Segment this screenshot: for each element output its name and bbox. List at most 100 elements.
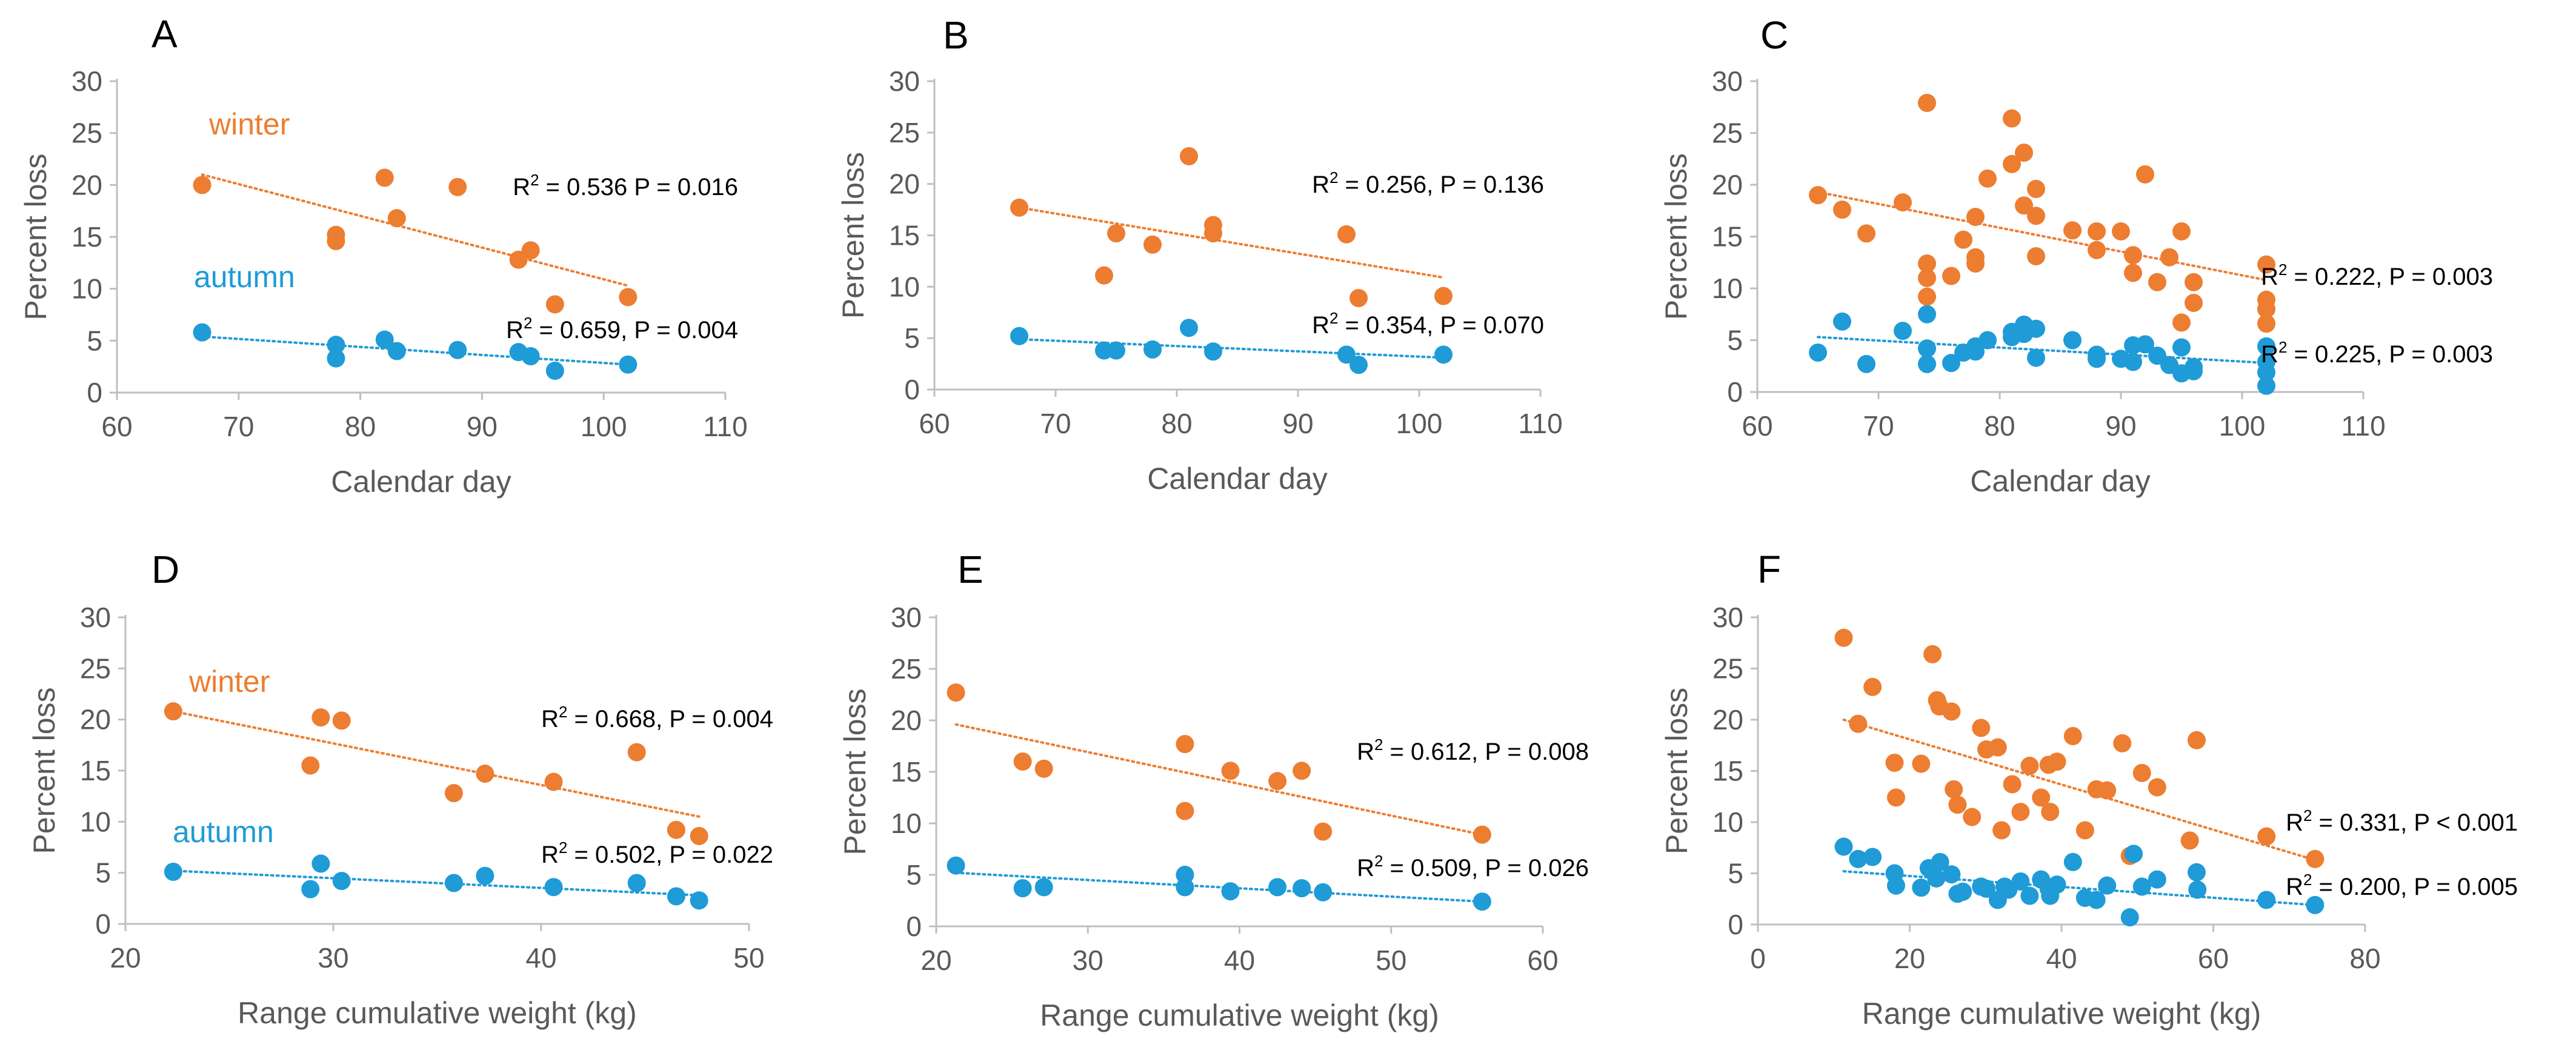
data-point-winter (327, 231, 345, 250)
trendline-autumn (1817, 336, 2268, 365)
data-point-autumn (2187, 863, 2206, 881)
data-point-autumn (2306, 895, 2325, 914)
data-point-winter (619, 288, 637, 307)
trendline-autumn (171, 869, 701, 897)
stat-annotation-autumn: R2 = 0.225, P = 0.003 (2261, 338, 2493, 368)
y-tick-label: 5 (95, 857, 111, 889)
data-point-winter (2124, 246, 2142, 265)
data-point-winter (2041, 803, 2060, 822)
data-point-winter (2172, 313, 2191, 332)
series-label-winter: winter (188, 665, 270, 699)
trendline-autumn (1018, 337, 1445, 359)
data-point-autumn (2136, 335, 2154, 354)
data-point-autumn (1204, 342, 1222, 361)
x-tick-label: 60 (2198, 943, 2229, 974)
x-tick-label: 20 (1894, 943, 1925, 974)
data-point-autumn (2148, 870, 2166, 889)
data-point-winter (1992, 821, 2011, 840)
data-point-autumn (2124, 353, 2142, 371)
stat-annotation-autumn: R2 = 0.502, P = 0.022 (541, 838, 773, 868)
x-tick-label: 90 (1282, 408, 1313, 439)
data-point-winter (2027, 179, 2045, 198)
x-axis-label: Range cumulative weight (kg) (1862, 997, 2261, 1031)
data-point-autumn (2027, 319, 2045, 338)
y-tick-label: 25 (1712, 653, 1743, 685)
data-point-autumn (1833, 312, 1851, 331)
data-point-autumn (1010, 327, 1028, 345)
data-point-autumn (1350, 356, 1368, 374)
data-point-winter (1143, 235, 1162, 254)
data-point-winter (1894, 193, 1912, 212)
x-tick-label: 30 (318, 942, 348, 974)
data-point-winter (2124, 264, 2142, 282)
x-axis-label: Calendar day (331, 465, 511, 499)
data-point-autumn (2087, 891, 2106, 909)
data-point-winter (2257, 827, 2276, 846)
y-tick-label: 20 (72, 169, 102, 201)
y-tick-label: 10 (72, 273, 102, 305)
trendline-autumn (954, 871, 1483, 903)
data-point-autumn (332, 872, 351, 891)
data-point-autumn (2020, 886, 2039, 905)
data-point-winter (1176, 802, 1194, 820)
data-point-winter (1350, 288, 1368, 307)
data-point-winter (2148, 778, 2166, 797)
x-tick-label: 60 (1742, 410, 1772, 442)
data-point-winter (2015, 143, 2033, 162)
x-tick-label: 20 (110, 942, 141, 974)
series-winter: R2 = 0.256, P = 0.136 (1010, 147, 1544, 307)
data-point-winter (2112, 222, 2130, 241)
data-point-autumn (1857, 354, 1875, 373)
x-tick-label: 90 (467, 411, 498, 442)
series-autumn: autumn R2 = 0.502, P = 0.022 (164, 815, 773, 910)
data-point-winter (2187, 731, 2206, 749)
panel-d: D 0 5 10 15 20 25 30 20 30 40 50 Range cumulative we… (27, 548, 773, 1030)
stat-annotation-autumn: R2 = 0.200, P = 0.005 (2286, 871, 2518, 900)
x-tick-label: 40 (525, 942, 556, 974)
data-point-winter (2180, 831, 2199, 850)
data-point-winter (2075, 821, 2094, 840)
data-point-winter (193, 176, 211, 194)
y-tick-label: 25 (72, 118, 102, 149)
panel-label: C (1760, 13, 1788, 57)
data-point-autumn (1918, 354, 1936, 373)
y-tick-label: 20 (889, 168, 920, 200)
trendline-winter (1018, 206, 1445, 279)
data-point-winter (1918, 93, 1936, 112)
x-tick-label: 110 (2341, 410, 2385, 442)
data-point-winter (1979, 169, 1997, 188)
stat-annotation-winter: R2 = 0.536 P = 0.016 (513, 171, 738, 201)
data-point-autumn (1886, 876, 1905, 895)
data-point-winter (1988, 738, 2007, 757)
data-point-autumn (1013, 879, 1032, 898)
y-axis-label: Percent loss (1659, 153, 1693, 320)
series-winter: R2 = 0.612, P = 0.008 (947, 683, 1589, 844)
data-point-autumn (1863, 848, 1882, 866)
x-tick-label: 60 (1527, 944, 1558, 976)
y-tick-label: 20 (1712, 169, 1743, 201)
y-axis-label: Percent loss (19, 153, 53, 320)
data-point-winter (667, 820, 685, 839)
y-tick-label: 0 (1728, 909, 1743, 940)
data-point-autumn (476, 866, 494, 885)
data-point-winter (627, 743, 646, 762)
x-tick-label: 80 (2349, 943, 2380, 974)
data-point-winter (1293, 762, 1311, 780)
data-point-winter (2015, 196, 2033, 215)
data-point-autumn (1894, 322, 1912, 340)
data-point-winter (1809, 186, 1827, 205)
y-axis-label: Percent loss (27, 687, 61, 854)
y-tick-label: 25 (889, 117, 920, 148)
data-point-winter (2003, 775, 2022, 794)
data-point-winter (2185, 293, 2203, 312)
data-point-autumn (327, 349, 345, 368)
x-tick-label: 70 (1040, 408, 1071, 439)
data-point-autumn (1931, 852, 1949, 871)
x-tick-label: 40 (2046, 943, 2077, 974)
data-point-winter (2185, 273, 2203, 291)
data-point-autumn (301, 880, 320, 898)
data-point-winter (1849, 714, 1868, 733)
series-winter: R2 = 0.331, P < 0.001 (1834, 628, 2518, 868)
y-tick-label: 30 (891, 602, 922, 633)
